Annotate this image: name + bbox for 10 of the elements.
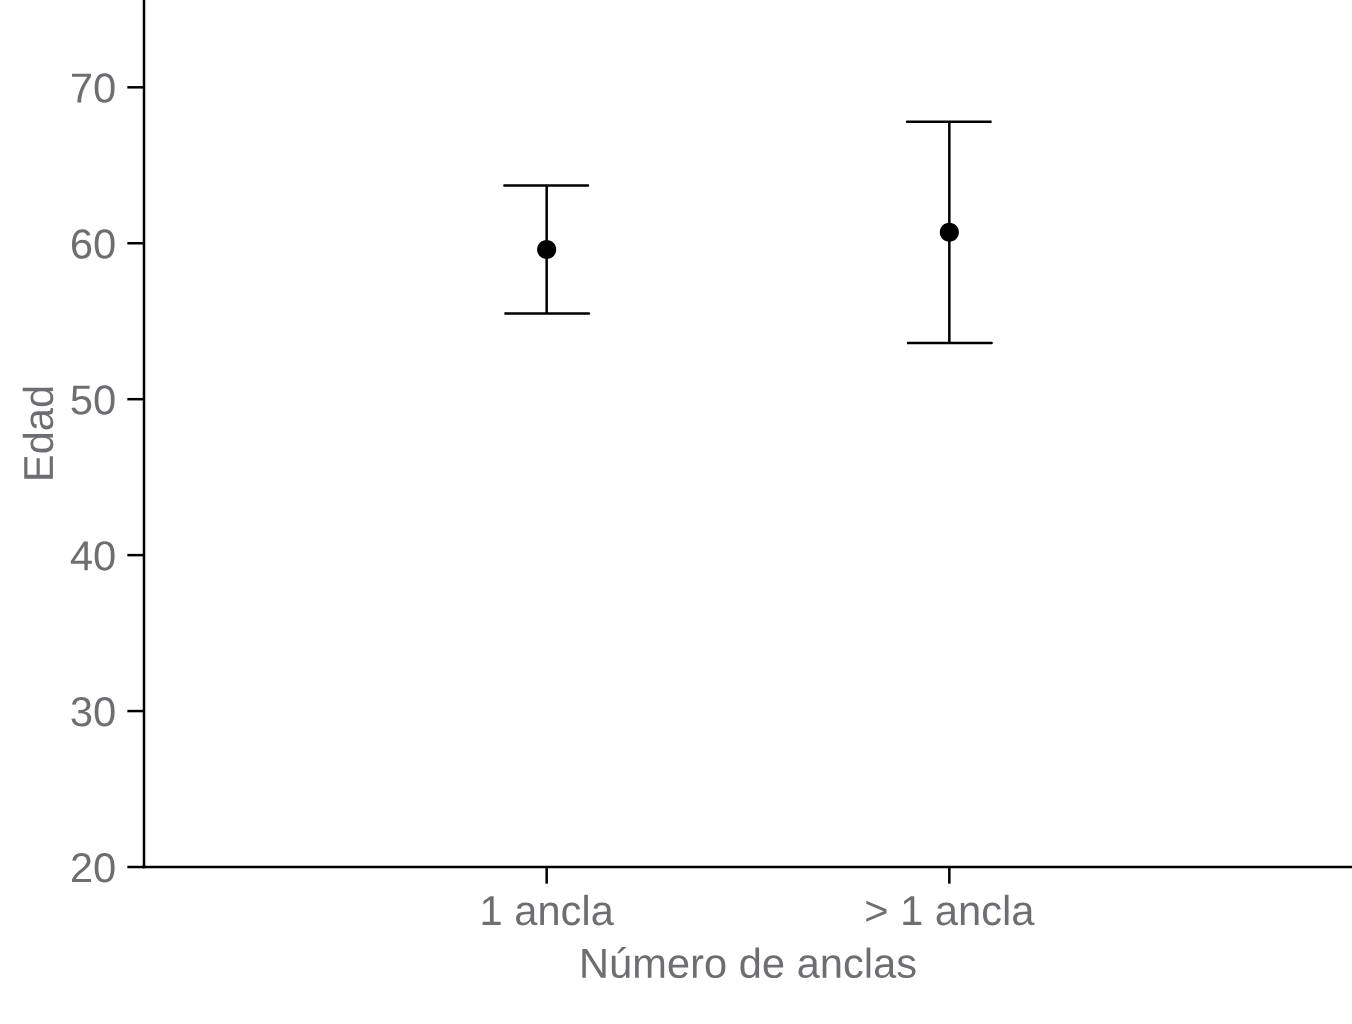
x-tick-label: > 1 ancla [866, 894, 1035, 926]
y-tick-label: 60 [72, 229, 115, 259]
x-tick-label: 1 ancla [482, 894, 614, 926]
y-tick-label: 50 [71, 385, 115, 415]
y-tick-label: 70 [72, 73, 115, 103]
y-tick-label: 30 [71, 697, 115, 727]
y-tick-label: 40 [70, 541, 115, 571]
y-tick-label: 20 [71, 853, 115, 883]
y-axis-title: Edad [22, 387, 54, 479]
x-axis-title: Número de anclas [582, 947, 916, 979]
